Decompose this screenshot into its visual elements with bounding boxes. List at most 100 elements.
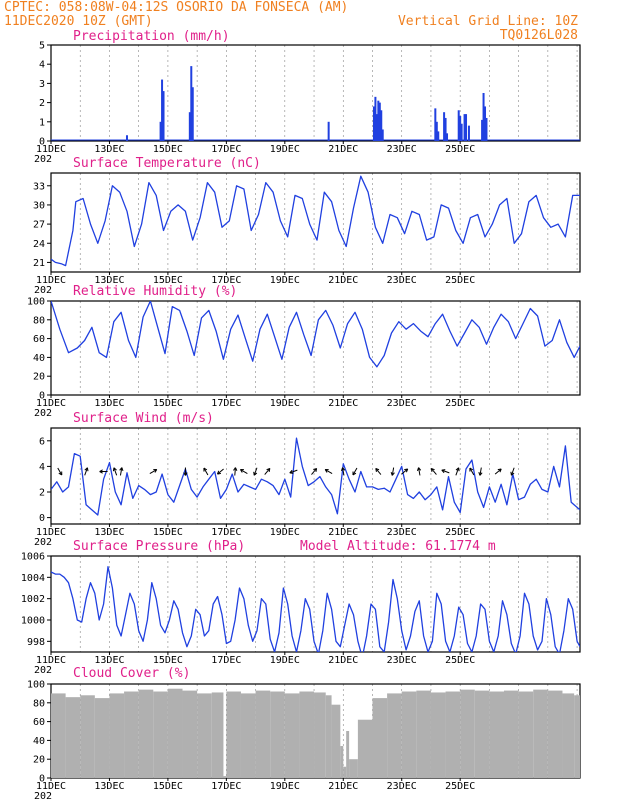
cloud-bar — [211, 692, 224, 778]
cloud-bar — [167, 688, 183, 778]
panel-frame — [50, 44, 581, 142]
cloud-bar — [346, 731, 350, 778]
cloud-bar — [474, 690, 490, 778]
precip-bar — [463, 114, 466, 141]
data-area — [51, 175, 580, 267]
x-tick-label: 23DEC — [387, 275, 417, 286]
x-tick-label: 15DEC — [153, 398, 183, 409]
wind-arrow — [375, 468, 382, 475]
x-tick-label: 23DEC — [387, 398, 417, 409]
wind-arrow — [289, 469, 298, 474]
y-tick-label: 6 — [39, 436, 45, 447]
x-tick-label: 17DEC — [211, 144, 241, 155]
data-area — [51, 566, 580, 652]
date-header: 11DEC2020 10Z (GMT) — [4, 14, 153, 29]
panel-title: Precipitation (mm/h) — [73, 29, 230, 44]
wind-arrow-head — [289, 472, 294, 474]
x-tick-label: 11DEC — [36, 527, 66, 538]
wind-arrow-head — [112, 467, 115, 472]
y-tick-label: 1002 — [21, 594, 45, 605]
x-tick-label: 23DEC — [387, 655, 417, 666]
wind-arrow-head — [375, 468, 377, 472]
cloud-bar — [445, 691, 461, 778]
x-tick-label: 13DEC — [94, 398, 124, 409]
year-label: 202 — [34, 791, 52, 800]
y-tick-label: 30 — [33, 200, 45, 211]
wind-arrow — [240, 469, 248, 474]
x-tick-label: 19DEC — [270, 655, 300, 666]
y-tick-label: 4 — [39, 462, 45, 473]
x-tick-label: 11DEC — [36, 781, 66, 792]
cloud-bar — [65, 697, 81, 778]
panel-frame — [50, 555, 581, 653]
cloud-bar — [325, 695, 332, 778]
precip-bar — [457, 110, 460, 141]
precip-bar — [467, 125, 470, 141]
cloud-bar — [314, 692, 326, 778]
data-area — [51, 688, 580, 778]
y-tick-label: 998 — [27, 637, 45, 648]
x-tick-label: 15DEC — [153, 527, 183, 538]
wind-arrow — [418, 467, 421, 476]
panel-3: 0 20 40 60 80 100 11DEC 13DEC 15DEC 17DEC 19DEC 21D… — [27, 284, 581, 419]
cloud-bar — [255, 690, 271, 778]
precip-bar — [378, 102, 381, 141]
data-area — [51, 66, 580, 141]
precip-bar — [377, 100, 380, 141]
wind-arrow-head — [441, 469, 445, 474]
cloud-bar — [94, 698, 110, 778]
cloud-bar — [197, 693, 212, 778]
x-tick-label: 11DEC — [36, 398, 66, 409]
y-tick-label: 5 — [39, 41, 45, 52]
x-tick-label: 13DEC — [94, 275, 124, 286]
cloud-bar — [182, 690, 198, 778]
panel-title: Cloud Cover (%) — [73, 666, 190, 681]
precip-bar — [191, 87, 194, 141]
wind-arrow-head — [185, 472, 188, 476]
precip-bar — [380, 110, 383, 141]
station-header: CPTEC: 058:08W-04:12S OSORIO DA FONSECA … — [4, 0, 348, 15]
cloud-bar — [387, 693, 402, 778]
y-tick-label: 40 — [33, 353, 45, 364]
x-tick-label: 21DEC — [328, 781, 358, 792]
y-tick-label: 4 — [39, 60, 45, 71]
x-tick-label: 19DEC — [270, 781, 300, 792]
wind-arrow-head — [416, 467, 420, 472]
cloud-bar — [153, 691, 168, 778]
wind-arrow — [324, 469, 333, 474]
wind-arrow — [342, 467, 345, 476]
data-area — [51, 301, 580, 368]
y-tick-label: 60 — [33, 334, 45, 345]
cloud-bar — [489, 691, 505, 778]
precip-bar — [443, 112, 446, 141]
series-line — [51, 437, 580, 516]
cloud-bar — [223, 776, 227, 778]
wind-arrow — [149, 469, 158, 474]
cloud-bar — [226, 691, 241, 778]
x-tick-label: 25DEC — [445, 781, 475, 792]
cloud-bar — [138, 689, 154, 778]
y-tick-label: 80 — [33, 698, 45, 709]
wind-arrow — [119, 467, 123, 476]
panel-2: 21 24 27 30 33 11DEC 13DEC 15DEC 17DEC 19DEC 21DEC… — [33, 156, 581, 296]
x-tick-label: 11DEC — [36, 275, 66, 286]
precip-bar — [190, 66, 193, 141]
wind-arrow — [510, 467, 515, 476]
cloud-bar — [284, 693, 300, 778]
year-label: 202 — [34, 285, 52, 296]
year-label: 202 — [34, 408, 52, 419]
series-line — [51, 175, 580, 267]
y-tick-label: 100 — [27, 297, 45, 308]
precip-bar — [484, 106, 487, 141]
wind-arrow — [455, 467, 460, 476]
year-label: 202 — [34, 665, 52, 676]
wind-arrow-head — [340, 467, 344, 472]
wind-arrow — [441, 469, 450, 474]
panel-title: Relative Humidity (%) — [73, 284, 237, 299]
y-tick-label: 0 — [39, 391, 45, 402]
y-tick-label: 40 — [33, 736, 45, 747]
cloud-bar — [401, 691, 417, 778]
wind-arrow — [430, 468, 437, 475]
x-tick-label: 15DEC — [153, 144, 183, 155]
wind-arrow — [84, 467, 88, 476]
